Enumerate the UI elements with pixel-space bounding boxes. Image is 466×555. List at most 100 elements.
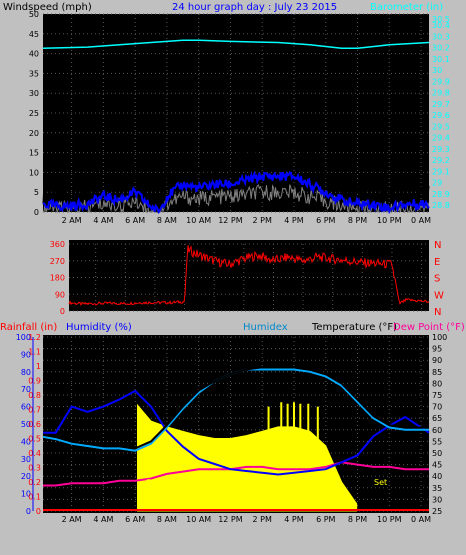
- wind-x-tick-label: 2 PM: [253, 216, 272, 225]
- temperature-tick-label: 30: [432, 495, 442, 504]
- wind-x-tick-label: 12 PM: [218, 216, 243, 225]
- humidity-tick-label: 10: [21, 490, 31, 499]
- wind-x-tick-label: 6 PM: [316, 216, 335, 225]
- sunset-label: Set: [374, 478, 387, 487]
- rainfall-tick-label: 0.8: [28, 391, 41, 400]
- temperature-tick-label: 75: [432, 391, 442, 400]
- wind-y-tick-label: 40: [29, 50, 39, 59]
- rainfall-tick-label: 0.1: [28, 493, 41, 502]
- rainfall-tick-label: 1.1: [28, 348, 41, 357]
- wind-y-tick-label: 5: [34, 188, 39, 197]
- barometer-tick-label: 30.4: [432, 21, 450, 30]
- direction-compass-label: N: [434, 240, 441, 251]
- temperature-tick-label: 55: [432, 437, 442, 446]
- sunrise-label: Sun: [146, 478, 161, 487]
- temperature-x-tick-label: 4 PM: [284, 515, 303, 524]
- barometer-tick-label: 30.5: [432, 15, 450, 24]
- wind-direction-line: [68, 245, 429, 307]
- direction-plot-area: [69, 240, 429, 311]
- humidity-tick-label: 50: [21, 420, 31, 429]
- temperature-tick-label: 85: [432, 368, 442, 377]
- humidity-tick-label: 90: [21, 350, 31, 359]
- wind-x-tick-label: 4 PM: [284, 216, 303, 225]
- barometer-tick-label: 30.3: [432, 32, 450, 41]
- rainfall-tick-label: 0: [36, 507, 41, 516]
- rainfall-tick-label: 0.3: [28, 464, 41, 473]
- temperature-tick-label: 80: [432, 379, 442, 388]
- wind-x-tick-label: 2 AM: [62, 216, 82, 225]
- wind-x-tick-label: 6 AM: [125, 216, 145, 225]
- humidity-tick-label: 20: [21, 472, 31, 481]
- barometer-tick-label: 29.2: [432, 156, 450, 165]
- barometer-line: [42, 39, 430, 49]
- wind-y-tick-label: 45: [29, 30, 39, 39]
- wind-x-tick-label: 8 PM: [348, 216, 367, 225]
- temperature-x-tick-label: 12 PM: [218, 515, 243, 524]
- humidity-tick-label: 30: [21, 455, 31, 464]
- temperature-x-tick-label: 10 PM: [377, 515, 402, 524]
- temperature-tick-label: 100: [432, 333, 447, 342]
- humidity-axis-title: Humidity (%): [66, 322, 132, 333]
- direction-compass-label: E: [434, 257, 440, 268]
- barometer-tick-label: 29.5: [432, 122, 450, 131]
- temperature-tick-label: 60: [432, 426, 442, 435]
- barometer-tick-label: 29.9: [432, 77, 450, 86]
- direction-compass-label: S: [434, 274, 440, 285]
- barometer-tick-label: 29.7: [432, 100, 450, 109]
- temperature-x-tick-label: 0 AM: [411, 515, 431, 524]
- barometer-tick-label: 30: [432, 66, 442, 75]
- wind-x-tick-label: 8 AM: [157, 216, 177, 225]
- rainfall-tick-label: 0.4: [28, 449, 41, 458]
- temperature-x-tick-label: 2 PM: [253, 515, 272, 524]
- rainfall-tick-label: 0.7: [28, 406, 41, 415]
- temperature-x-tick-label: 8 AM: [157, 515, 177, 524]
- windspeed-axis-title: Windspeed (mph): [3, 2, 92, 13]
- wind-x-tick-label: 10 AM: [186, 216, 211, 225]
- rainfall-axis-title: Rainfall (in): [0, 322, 57, 333]
- temperature-x-tick-label: 6 AM: [125, 515, 145, 524]
- temperature-x-tick-label: 10 AM: [186, 515, 211, 524]
- wind-x-tick-label: 4 AM: [93, 216, 113, 225]
- barometer-tick-label: 30.1: [432, 55, 450, 64]
- humidity-tick-label: 60: [21, 403, 31, 412]
- dewpoint-title: Dew Point (°F): [393, 322, 465, 333]
- wind-y-tick-label: 35: [29, 69, 39, 78]
- direction-y-tick-label: 180: [50, 274, 65, 283]
- barometer-tick-label: 29.8: [432, 89, 450, 98]
- rainfall-tick-label: 1.2: [28, 333, 41, 342]
- barometer-tick-label: 28.8: [432, 201, 450, 210]
- rainfall-tick-label: 0.6: [28, 420, 41, 429]
- temperature-tick-label: 90: [432, 356, 442, 365]
- temperature-tick-label: 40: [432, 472, 442, 481]
- humidity-tick-label: 40: [21, 437, 31, 446]
- temperature-tick-label: 25: [432, 507, 442, 516]
- temperature-tick-label: 95: [432, 345, 442, 354]
- temperature-x-tick-label: 4 AM: [93, 515, 113, 524]
- direction-y-tick-label: 90: [55, 290, 65, 299]
- barometer-tick-label: 28.9: [432, 190, 450, 199]
- wind-y-tick-label: 15: [29, 149, 39, 158]
- temperature-tick-label: 35: [432, 484, 442, 493]
- wind-y-tick-label: 20: [29, 129, 39, 138]
- temperature-tick-label: 45: [432, 461, 442, 470]
- barometer-tick-label: 29.4: [432, 134, 450, 143]
- temperature-axis-title: Temperature (°F): [311, 322, 397, 333]
- direction-y-tick-label: 360: [50, 240, 65, 249]
- wind-y-tick-label: 25: [29, 109, 39, 118]
- barometer-tick-label: 29.1: [432, 167, 450, 176]
- rainfall-tick-label: 1: [36, 362, 41, 371]
- direction-compass-label: W: [434, 290, 444, 301]
- humidity-line: [43, 389, 430, 476]
- humidity-tick-label: 70: [21, 385, 31, 394]
- barometer-tick-label: 29: [432, 179, 442, 188]
- temperature-line: [42, 366, 429, 450]
- humidity-tick-label: 80: [21, 368, 31, 377]
- temperature-tick-label: 65: [432, 414, 442, 423]
- humidex-title: Humidex: [243, 322, 288, 333]
- barometer-tick-label: 29.6: [432, 111, 450, 120]
- temperature-tick-label: 70: [432, 403, 442, 412]
- graph-title: 24 hour graph day : July 23 2015: [172, 2, 337, 13]
- wind-x-tick-label: 0 AM: [411, 216, 431, 225]
- humidity-tick-label: 100: [16, 333, 31, 342]
